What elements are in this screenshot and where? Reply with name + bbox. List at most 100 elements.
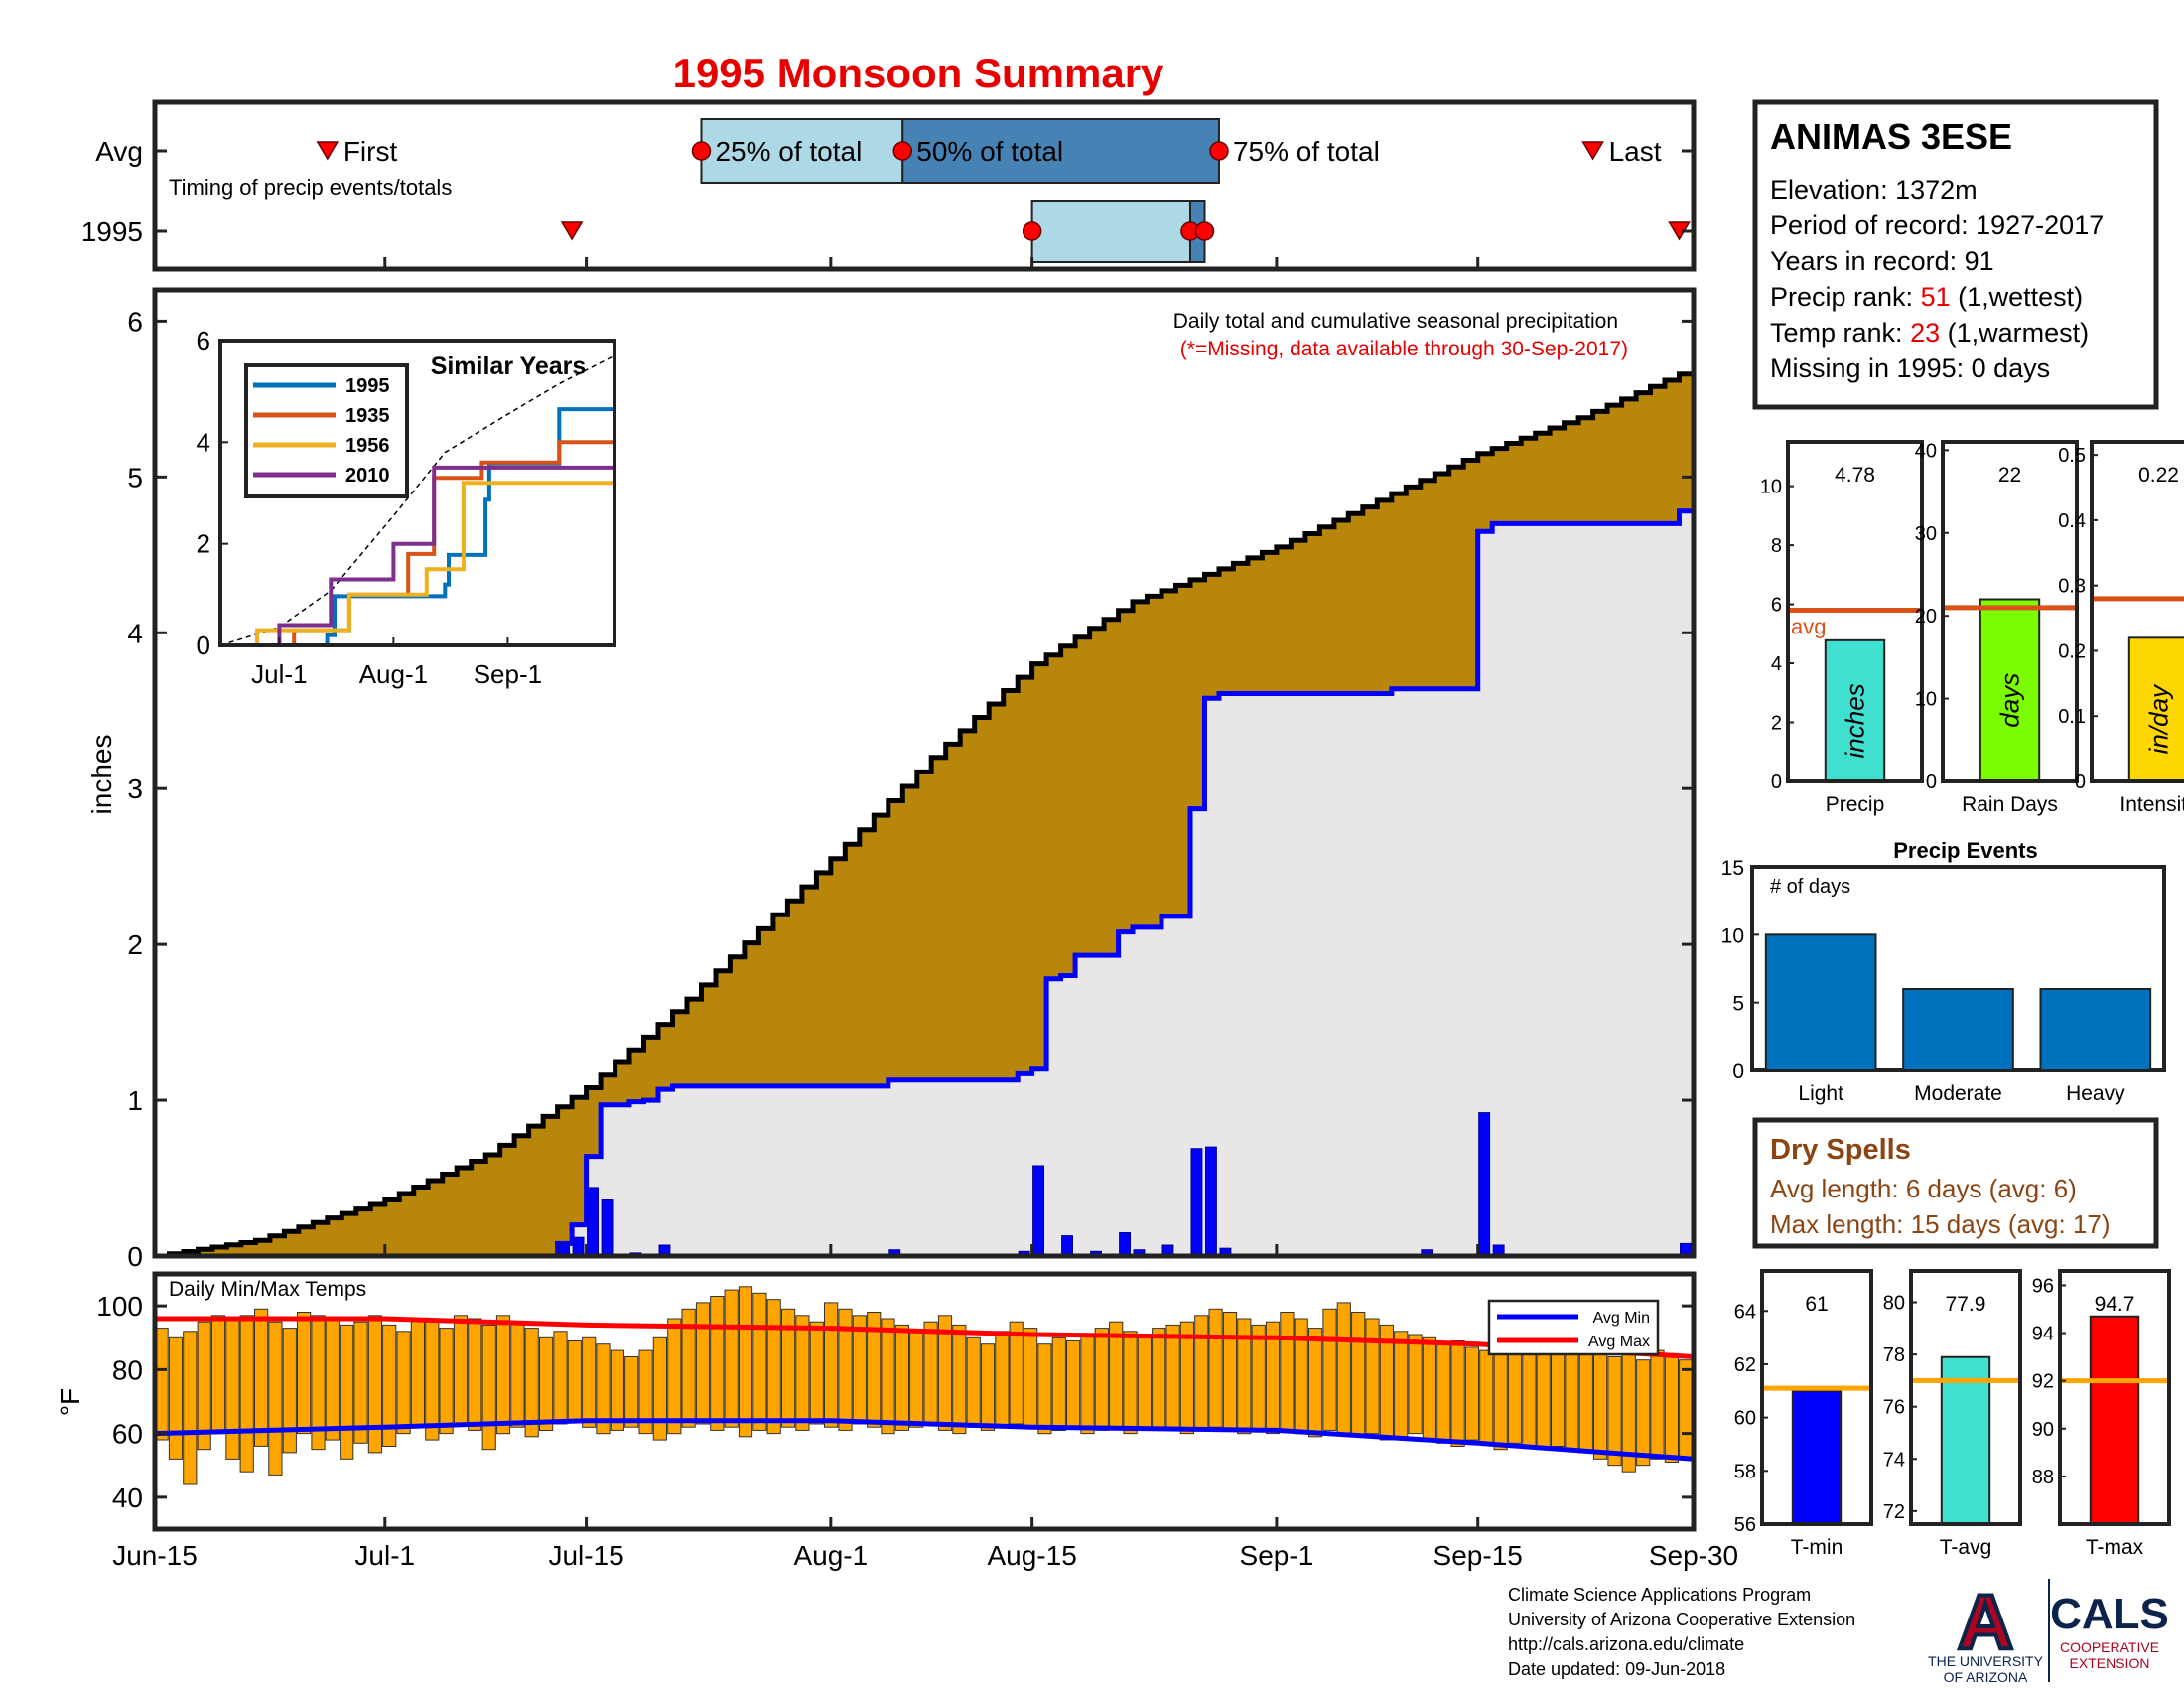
main-chart-missing-note: (*=Missing, data available through 30-Se… bbox=[1180, 338, 1628, 360]
summary_precip-ytick-label: 8 bbox=[1771, 535, 1782, 557]
temp-range-bar bbox=[353, 1321, 368, 1444]
summary_precip-ytick-label: 6 bbox=[1771, 595, 1782, 617]
summary_tmin-ytick-label: 62 bbox=[1734, 1354, 1756, 1376]
temp-range-bar bbox=[1351, 1312, 1366, 1438]
temp-range-bar bbox=[524, 1328, 539, 1438]
temp-range-bar bbox=[966, 1336, 981, 1428]
inset-ytick-label: 4 bbox=[197, 427, 210, 457]
temp-range-bar bbox=[367, 1315, 382, 1454]
temp-range-bar bbox=[582, 1336, 597, 1428]
timing-box-q25-q50 bbox=[1030, 200, 1191, 263]
summary_tmax-frame bbox=[2058, 1269, 2171, 1526]
temp-range-bar bbox=[1222, 1312, 1238, 1431]
temp-chart-title: Daily Min/Max Temps bbox=[169, 1278, 366, 1301]
temp-range-bar bbox=[724, 1289, 739, 1428]
temp-range-bar bbox=[781, 1308, 796, 1428]
summary_intensity-panel: in/day 0.22 0 0.1 0.2 0.3 0.4 0.5 Intensity bbox=[2058, 440, 2184, 816]
daily-temps-chart: 40 60 80 100 Daily Min/Max Temps °F Avg Min… bbox=[55, 1271, 1697, 1532]
inset-ytick-label: 2 bbox=[197, 529, 210, 559]
temp-range-bar bbox=[1578, 1352, 1593, 1454]
temp-range-bar bbox=[1094, 1328, 1109, 1431]
events-category-label: Light bbox=[1798, 1082, 1843, 1105]
summary_tmin-ytick-label: 58 bbox=[1734, 1461, 1756, 1482]
summary_tmin-ytick-label: 64 bbox=[1734, 1301, 1756, 1323]
timing-dot-q25 bbox=[1022, 221, 1042, 241]
station-period: Period of record: 1927-2017 bbox=[1770, 211, 2104, 240]
temp-range-bar bbox=[681, 1308, 696, 1428]
temp-range-bar bbox=[638, 1349, 653, 1435]
dry-spells-frame bbox=[1752, 1117, 2159, 1249]
events-ytick-label: 0 bbox=[1732, 1060, 1744, 1083]
summary_intensity-xlabel: Intensity bbox=[2119, 793, 2184, 816]
temp-range-bar bbox=[610, 1349, 624, 1431]
summary_intensity-ytick-label: 0.4 bbox=[2058, 510, 2086, 532]
temp-range-bar bbox=[1265, 1321, 1281, 1435]
summary_precip-bar bbox=[1824, 638, 1886, 783]
temp-range-bar bbox=[1436, 1343, 1451, 1444]
date-axis-label: Sep-15 bbox=[1433, 1540, 1523, 1571]
temp-range-bar bbox=[1037, 1343, 1052, 1435]
events-bar-heavy bbox=[2039, 988, 2152, 1071]
ua-wordmark-2: OF ARIZONA bbox=[1944, 1669, 2028, 1685]
main-chart-frame bbox=[152, 287, 1697, 1259]
summary_intensity-ytick-label: 0 bbox=[2075, 772, 2086, 793]
summary_rain_days-value: 22 bbox=[1998, 464, 2021, 487]
timing-box-q50-q75 bbox=[901, 118, 1220, 184]
timing-row-1995: 1995 bbox=[81, 216, 143, 247]
summary_intensity-ytick-label: 0.3 bbox=[2058, 576, 2086, 598]
summary_tmin-ytick-label: 60 bbox=[1734, 1408, 1756, 1430]
temp-range-bar bbox=[510, 1321, 525, 1428]
date-axis-label: Jun-15 bbox=[112, 1540, 198, 1571]
inset-legend-label: 1935 bbox=[345, 405, 390, 427]
daily-precip-bar bbox=[1478, 1112, 1491, 1257]
date-axis-label: Aug-15 bbox=[987, 1540, 1076, 1571]
timing-label-q50: 50% of total bbox=[916, 136, 1063, 167]
summary_precip-xlabel: Precip bbox=[1826, 793, 1885, 816]
timing-label-q75: 75% of total bbox=[1233, 136, 1380, 167]
timing-dot-q75 bbox=[1209, 141, 1229, 161]
temp-range-bar bbox=[325, 1318, 340, 1441]
year-cumulative-area bbox=[155, 510, 1694, 1256]
summary_rain_days-ytick-label: 40 bbox=[1915, 440, 1937, 462]
cumulative-precip-marks: 0 1 2 3 4 5 6 bbox=[127, 306, 1697, 1272]
station-temp-rank: Temp rank: 23 (1,warmest) bbox=[1770, 318, 2089, 348]
logos: A THE UNIVERSITY OF ARIZONA CALS COOPERA… bbox=[1928, 1576, 2169, 1685]
temp-range-bar bbox=[453, 1315, 469, 1425]
summary_precip-value: 4.78 bbox=[1835, 464, 1875, 487]
summary_intensity-bar-text: in/day bbox=[2144, 683, 2174, 754]
timing-triangle-first bbox=[316, 141, 340, 161]
temp-range-bar bbox=[396, 1331, 411, 1435]
temp-range-bar bbox=[596, 1343, 611, 1435]
temp-range-bar bbox=[1679, 1359, 1694, 1460]
inset-series-2010 bbox=[220, 447, 616, 647]
date-axis-label: Jul-15 bbox=[548, 1540, 623, 1571]
inset-legend-label: 1995 bbox=[345, 375, 390, 397]
inset-title: Similar Years bbox=[431, 352, 587, 380]
temp-range-bar bbox=[468, 1318, 482, 1431]
summary_intensity-frame bbox=[2090, 440, 2184, 783]
summary_tavg-ytick-label: 80 bbox=[1883, 1293, 1905, 1315]
temp-range-bar bbox=[824, 1302, 839, 1428]
summary_precip-bar-text: inches bbox=[1841, 683, 1870, 758]
temp-range-bar bbox=[311, 1315, 326, 1451]
summary_tmax-ytick-label: 92 bbox=[2032, 1371, 2054, 1393]
temp-range-bar bbox=[1607, 1356, 1622, 1467]
timing-label-last: Last bbox=[1609, 136, 1662, 167]
events-marks: Light Moderate Heavy 0 5 10 15 bbox=[1721, 857, 2152, 1105]
temp-range-bar bbox=[1336, 1302, 1351, 1435]
events-category-label: Heavy bbox=[2066, 1082, 2125, 1105]
temp-range-bar bbox=[1308, 1328, 1323, 1438]
temp-range-bar bbox=[481, 1324, 496, 1451]
temp-chart-ylabel: °F bbox=[55, 1388, 85, 1416]
temp-range-bar bbox=[197, 1321, 211, 1451]
temp-range-bar bbox=[995, 1331, 1010, 1428]
summary_tmax-ytick-label: 96 bbox=[2032, 1275, 2054, 1297]
summary_tavg-ytick-label: 78 bbox=[1883, 1344, 1905, 1366]
inset-xtick-label: Jul-1 bbox=[251, 659, 307, 689]
temp-range-bar bbox=[1593, 1349, 1608, 1460]
cals-extension-2: EXTENSION bbox=[2070, 1655, 2150, 1671]
temp-range-bar bbox=[881, 1318, 895, 1435]
summary_intensity-value: 0.22 bbox=[2138, 464, 2179, 487]
